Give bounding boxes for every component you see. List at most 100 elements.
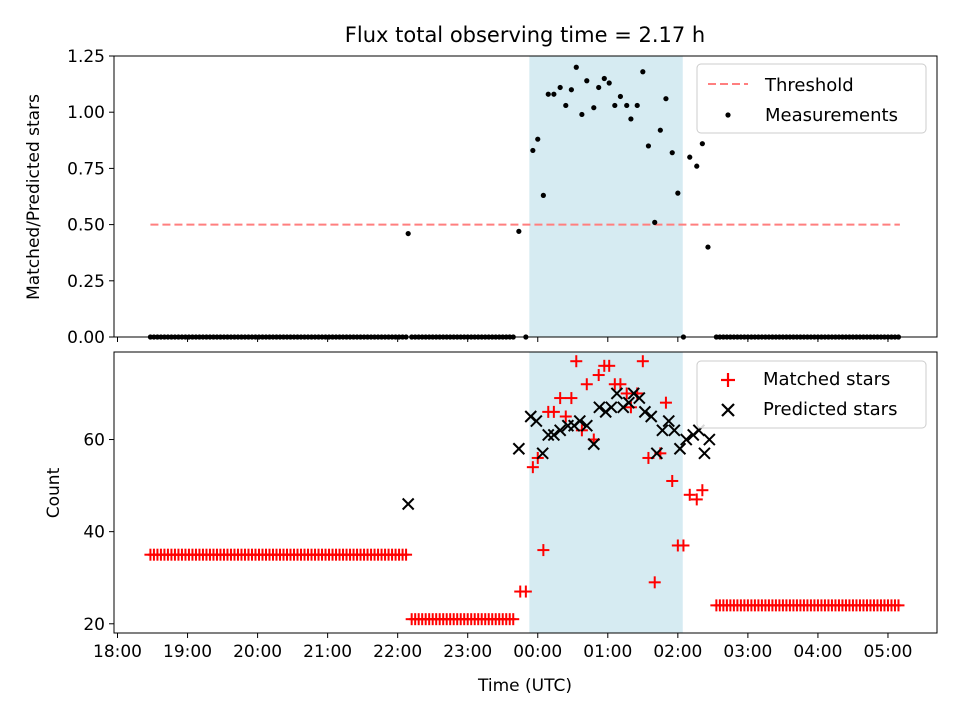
measurement-point: [516, 228, 522, 234]
top-y-tick-label: 1.00: [67, 103, 105, 123]
predicted-star-point: [645, 410, 658, 423]
measurement-point: [657, 127, 663, 133]
measurement-point: [628, 116, 634, 122]
x-tick-label: 01:00: [583, 642, 632, 662]
matched-star-point: [620, 387, 633, 400]
bottom-panel: 20 40 60 18:00 19:00 20:00 21:00 22:00 23:00 00:…: [44, 351, 938, 696]
measurement-point: [645, 143, 652, 149]
matched-star-point: [666, 474, 679, 487]
measurement-point: [405, 230, 411, 237]
top-y-tick-label: 0.00: [67, 328, 105, 348]
measurement-point: [612, 102, 618, 109]
matched-star-point: [659, 396, 672, 409]
predicted-star-point: [633, 391, 646, 405]
measurement-point: [669, 150, 675, 156]
matched-star-point: [570, 355, 583, 368]
measurement-point: [540, 192, 546, 198]
predicted-star-point: [668, 424, 681, 437]
predicted-star-point: [512, 442, 526, 455]
predicted-star-point: [587, 437, 600, 451]
bottom-y-axis-label: Count: [44, 467, 64, 518]
matched-star-point: [519, 585, 532, 598]
predicted-star-point: [703, 433, 716, 446]
x-tick-label: 19:00: [163, 642, 212, 662]
measurement-point: [584, 78, 590, 84]
measurement-point: [535, 136, 541, 142]
predicted-star-point: [610, 387, 624, 400]
matched-star-point: [636, 355, 649, 368]
x-axis-label: Time (UTC): [477, 676, 572, 696]
measurement-point: [624, 102, 630, 109]
measurement-point: [694, 163, 700, 169]
matched-star-point: [559, 410, 572, 423]
bottom-y-tick-label: 60: [83, 431, 105, 451]
measurement-point: [663, 96, 669, 102]
measurement-point: [675, 190, 681, 196]
measurement-point: [530, 147, 536, 154]
predicted-star-point: [638, 405, 652, 419]
x-tick-label: 18:00: [93, 642, 142, 662]
measurement-point: [601, 75, 607, 82]
predicted-star-point: [580, 419, 593, 432]
x-tick-label: 22:00: [373, 642, 422, 662]
predicted-star-point: [542, 428, 555, 442]
legend-measurements-label: Measurements: [765, 105, 898, 126]
matched-star-point: [507, 613, 520, 626]
matched-star-point: [603, 359, 616, 372]
predicted-star-point: [698, 447, 711, 460]
x-tick-label: 00:00: [513, 642, 562, 662]
legend-predicted-swatch: [721, 403, 735, 417]
bottom-y-tick-label: 20: [83, 615, 105, 635]
predicted-star-point: [656, 424, 669, 437]
measurement-point: [563, 102, 569, 109]
top-legend: Threshold Measurements: [696, 63, 927, 134]
x-tick-label: 04:00: [793, 642, 842, 662]
measurement-point: [579, 111, 585, 118]
predicted-star-point: [605, 401, 618, 414]
bottom-y-tick-label: 40: [83, 523, 105, 543]
matched-star-point: [565, 392, 578, 405]
predicted-star-point: [536, 447, 549, 460]
measurement-point: [652, 219, 658, 225]
top-points: [147, 64, 902, 340]
bottom-y-ticks: 20 40 60: [83, 431, 114, 635]
measurement-point: [699, 141, 705, 147]
measurement-point: [705, 244, 711, 250]
measurement-point: [557, 84, 563, 91]
measurement-point: [606, 80, 612, 86]
x-tick-label: 03:00: [723, 642, 772, 662]
top-y-axis-label: Matched/Predicted stars: [24, 94, 44, 300]
predicted-star-point: [547, 428, 561, 442]
top-y-tick-label: 0.75: [67, 159, 105, 179]
legend-matched-swatch: [721, 373, 735, 387]
top-y-ticks: 0.00 0.25 0.50 0.75 1.00 1.25: [67, 47, 114, 348]
predicted-star-point: [573, 414, 586, 428]
bottom-x-ticks: 18:00 19:00 20:00 21:00 22:00 23:00 00:00 01:00…: [93, 633, 912, 662]
measurement-point: [687, 154, 693, 160]
top-y-tick-label: 0.25: [67, 272, 105, 292]
measurement-point: [568, 87, 574, 93]
matched-star-point: [690, 493, 703, 506]
bottom-shaded-span: [529, 352, 683, 633]
measurement-point: [634, 102, 640, 109]
top-x-ticks: [117, 337, 889, 342]
measurement-point: [573, 64, 579, 70]
legend-predicted-label: Predicted stars: [763, 399, 897, 420]
x-tick-label: 05:00: [863, 642, 912, 662]
matched-star-point: [648, 576, 661, 589]
x-tick-label: 21:00: [303, 642, 352, 662]
matched-star-point: [592, 369, 605, 382]
measurement-point: [591, 105, 597, 111]
matched-star-point: [526, 461, 539, 474]
matched-star-point: [614, 378, 627, 391]
legend-matched-label: Matched stars: [763, 369, 890, 390]
matched-star-point: [696, 484, 709, 497]
matched-star-point: [624, 401, 637, 414]
top-axes-frame: [113, 55, 938, 338]
predicted-star-point: [650, 447, 664, 460]
predicted-star-point: [680, 433, 693, 446]
top-shaded-span: [529, 56, 683, 337]
matched-star-point: [683, 488, 696, 501]
top-y-tick-label: 0.50: [67, 216, 105, 236]
